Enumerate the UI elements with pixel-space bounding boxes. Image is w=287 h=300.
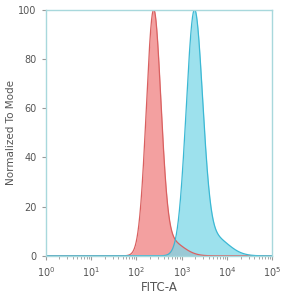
X-axis label: FITC-A: FITC-A [141,281,177,294]
Y-axis label: Normalized To Mode: Normalized To Mode [5,80,15,185]
